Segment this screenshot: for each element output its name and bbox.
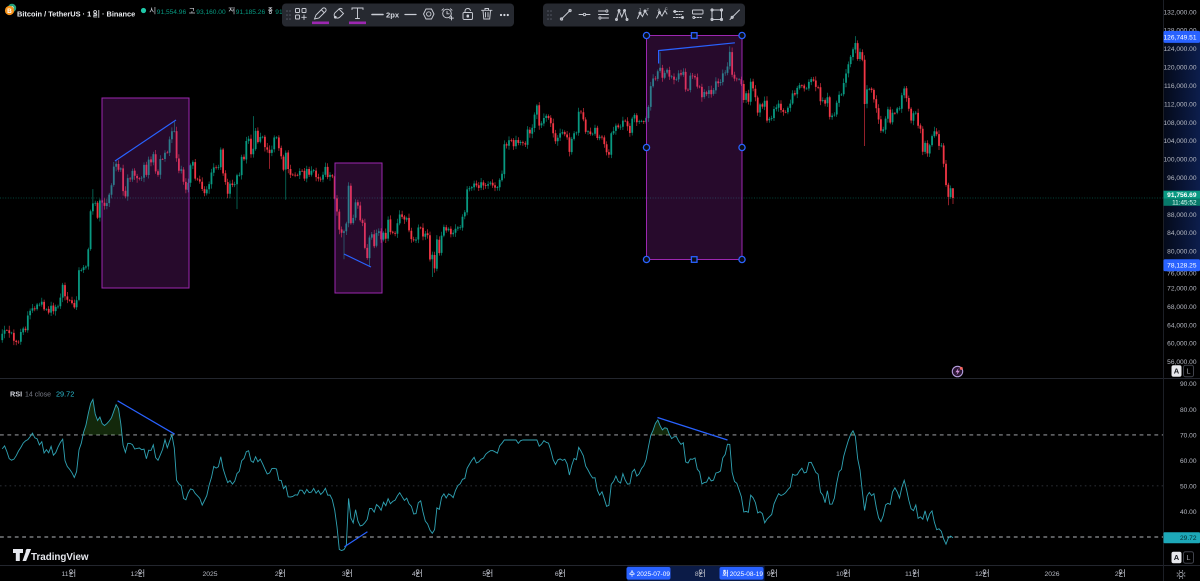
svg-text:132,000.00: 132,000.00 (1163, 9, 1196, 16)
svg-text:11:45:52: 11:45:52 (1172, 200, 1197, 207)
svg-text:72,000.00: 72,000.00 (1167, 286, 1197, 293)
svg-text:120,000.00: 120,000.00 (1163, 65, 1196, 72)
svg-text:9: 9 (767, 571, 771, 578)
svg-text:91,554.96: 91,554.96 (157, 9, 187, 16)
svg-text:68,000.00: 68,000.00 (1167, 304, 1197, 311)
svg-text:60,000.00: 60,000.00 (1167, 341, 1197, 348)
svg-text:108,000.00: 108,000.00 (1163, 120, 1196, 127)
svg-text:60.00: 60.00 (1180, 458, 1197, 465)
svg-text:2025: 2025 (202, 571, 217, 578)
svg-text:8: 8 (695, 571, 699, 578)
svg-text:14 close: 14 close (25, 392, 51, 399)
svg-text:12: 12 (975, 571, 983, 578)
svg-text:11: 11 (905, 571, 912, 578)
svg-text:112,000.00: 112,000.00 (1164, 101, 1197, 108)
svg-text:TradingView: TradingView (31, 552, 89, 563)
svg-text:2: 2 (275, 571, 279, 578)
svg-text:78,128.25: 78,128.25 (1167, 263, 1197, 270)
svg-text:B: B (7, 8, 12, 15)
svg-text:Bitcoin / TetherUS · 1: Bitcoin / TetherUS · 1 (17, 10, 91, 19)
svg-text:12: 12 (131, 571, 139, 578)
svg-text:A: A (1174, 553, 1180, 562)
svg-text:90.00: 90.00 (1180, 381, 1197, 388)
svg-text:5: 5 (482, 571, 486, 578)
svg-text:93,160.00: 93,160.00 (196, 9, 226, 16)
svg-text:C: C (665, 6, 668, 11)
svg-text:3: 3 (342, 571, 346, 578)
svg-text:10: 10 (836, 571, 844, 578)
svg-text:A: A (1174, 367, 1180, 376)
svg-text:56,000.00: 56,000.00 (1167, 359, 1197, 366)
svg-text:11: 11 (62, 571, 69, 578)
svg-text:L: L (1186, 553, 1190, 562)
svg-text:96,000.00: 96,000.00 (1167, 175, 1197, 182)
svg-text:L: L (1186, 367, 1190, 376)
svg-text:2: 2 (1115, 571, 1119, 578)
svg-text:6: 6 (555, 571, 559, 578)
svg-text:29.72: 29.72 (56, 390, 74, 399)
svg-text:80,000.00: 80,000.00 (1167, 249, 1197, 256)
svg-text:RSI: RSI (10, 390, 22, 399)
svg-text:2025-08-19: 2025-08-19 (730, 571, 764, 578)
svg-text:50.00: 50.00 (1180, 483, 1197, 490)
svg-text:A: A (658, 7, 661, 12)
svg-text:2026: 2026 (1044, 571, 1059, 578)
svg-text:124,000.00: 124,000.00 (1163, 46, 1196, 53)
svg-text:84,000.00: 84,000.00 (1167, 230, 1197, 237)
svg-text:2: 2 (647, 7, 650, 12)
svg-text:91,185.26: 91,185.26 (236, 9, 266, 16)
svg-text:76,000.00: 76,000.00 (1167, 271, 1197, 278)
svg-text:104,000.00: 104,000.00 (1163, 138, 1196, 145)
svg-text:4: 4 (412, 571, 416, 578)
svg-text:2px: 2px (386, 11, 400, 20)
svg-text:· Binance: · Binance (102, 10, 135, 19)
svg-text:116,000.00: 116,000.00 (1164, 83, 1197, 90)
svg-text:100,000.00: 100,000.00 (1163, 157, 1196, 164)
svg-text:126,749.51: 126,749.51 (1163, 34, 1196, 41)
svg-text:1: 1 (639, 7, 642, 12)
svg-text:80.00: 80.00 (1180, 407, 1197, 414)
svg-text:40.00: 40.00 (1180, 509, 1197, 516)
svg-text:64,000.00: 64,000.00 (1167, 322, 1197, 329)
svg-text:88,000.00: 88,000.00 (1167, 212, 1197, 219)
svg-text:29.72: 29.72 (1180, 535, 1197, 542)
svg-text:91,756.69: 91,756.69 (1167, 192, 1197, 199)
svg-text:2025-07-09: 2025-07-09 (637, 571, 671, 578)
svg-text:70.00: 70.00 (1180, 432, 1197, 439)
